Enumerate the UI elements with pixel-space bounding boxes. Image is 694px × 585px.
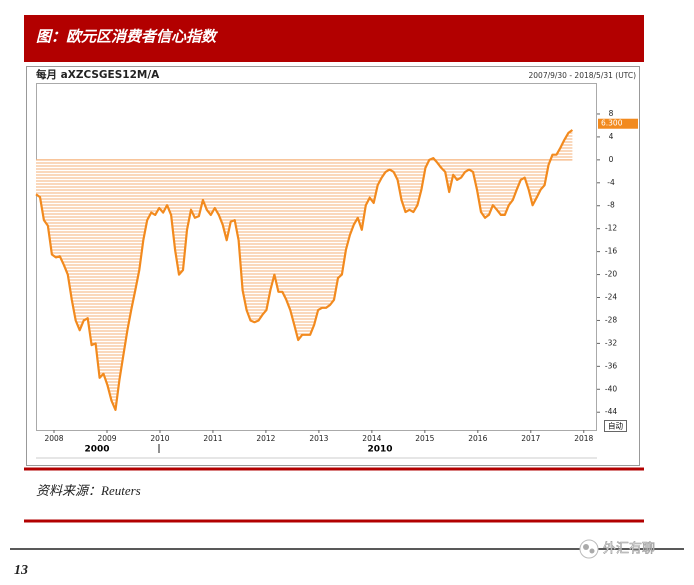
x-tick-label: 2008	[44, 434, 63, 443]
x-tick-label: 2009	[97, 434, 116, 443]
y-tick-label: 0	[609, 155, 614, 164]
line	[35, 129, 574, 411]
chart-title: 每月 aXZCSGES12M/A	[36, 68, 160, 81]
x-tick-label: 2014	[362, 434, 381, 443]
watermark-icon	[583, 544, 589, 550]
annotation: 2000	[84, 445, 109, 455]
y-tick-label: -28	[605, 315, 617, 324]
x-tick-label: 2012	[256, 434, 275, 443]
auto-button[interactable]: 自动	[608, 421, 623, 431]
current-value-box	[598, 118, 638, 129]
watermark: 外汇有聊	[603, 542, 655, 557]
y-tick-label: 4	[609, 132, 614, 141]
x-tick-label: 2015	[415, 434, 434, 443]
button-box[interactable]	[604, 420, 627, 432]
chart-subtitle: 2007/9/30 - 2018/5/31 (UTC)	[529, 71, 637, 80]
y-tick-label: -8	[607, 201, 615, 210]
x-tick-label: 2013	[309, 434, 328, 443]
current-value-label: 6.300	[601, 119, 623, 128]
x-tick-label: 2016	[468, 434, 487, 443]
y-tick-label: -4	[607, 178, 615, 187]
y-tick-label: -12	[605, 224, 617, 233]
annotation: 2010	[367, 445, 392, 455]
y-tick-label: -20	[605, 270, 617, 279]
y-tick-label: -32	[605, 338, 617, 347]
page-number: 13	[14, 563, 28, 578]
area	[36, 130, 573, 410]
x-tick-label: 2017	[521, 434, 540, 443]
header-bar	[24, 15, 644, 62]
y-tick-label: -16	[605, 247, 617, 256]
x-tick-label: 2011	[203, 434, 222, 443]
y-tick-label: 8	[609, 109, 614, 118]
source: 资料来源：Reuters	[36, 483, 141, 498]
header-title: 图：欧元区消费者信心指数	[36, 28, 219, 46]
x-tick-label: 2018	[574, 434, 593, 443]
y-tick-label: -40	[605, 384, 617, 393]
y-tick-label: -44	[605, 407, 617, 416]
watermark-icon	[579, 539, 599, 559]
y-tick-label: -24	[605, 293, 617, 302]
x-tick-label: 2010	[150, 434, 169, 443]
y-tick-label: -36	[605, 361, 617, 370]
watermark-icon	[589, 548, 595, 554]
